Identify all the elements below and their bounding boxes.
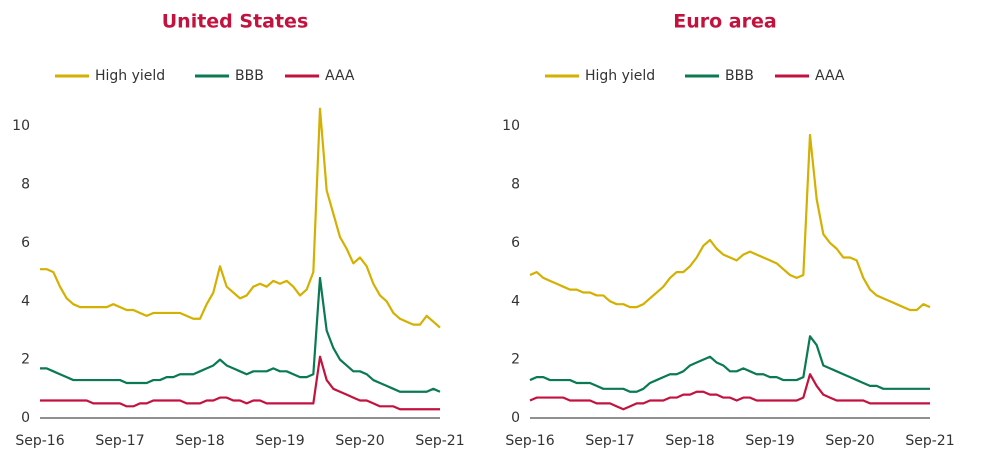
y-tick-label: 4 <box>21 293 30 309</box>
series-line <box>40 276 441 393</box>
y-tick-label: 0 <box>511 410 520 426</box>
chart-title: Euro area <box>673 11 776 33</box>
legend-label: AAA <box>325 68 355 84</box>
x-tick-label: Sep-21 <box>415 433 464 449</box>
y-tick-label: 6 <box>21 235 30 251</box>
series-line <box>529 133 931 312</box>
series-line <box>40 107 441 329</box>
series-line <box>40 355 440 411</box>
y-tick-label: 2 <box>21 352 30 368</box>
x-tick-label: Sep-19 <box>255 433 304 449</box>
legend-label: AAA <box>815 68 845 84</box>
y-tick-label: 0 <box>21 410 30 426</box>
y-tick-label: 2 <box>511 352 520 368</box>
x-tick-label: Sep-20 <box>335 433 384 449</box>
series-line <box>529 373 930 411</box>
legend-label: BBB <box>725 68 754 84</box>
x-tick-label: Sep-18 <box>175 433 224 449</box>
x-tick-label: Sep-20 <box>825 433 874 449</box>
legend-label: High yield <box>585 68 655 84</box>
x-tick-label: Sep-19 <box>745 433 794 449</box>
x-tick-label: Sep-16 <box>15 433 64 449</box>
x-tick-label: Sep-18 <box>665 433 714 449</box>
series-line <box>529 335 930 393</box>
chart-title: United States <box>162 11 309 33</box>
y-tick-label: 4 <box>511 293 520 309</box>
y-tick-label: 10 <box>12 118 30 134</box>
x-tick-label: Sep-16 <box>505 433 554 449</box>
y-tick-label: 8 <box>511 177 520 193</box>
y-tick-label: 8 <box>21 177 30 193</box>
y-tick-label: 10 <box>502 118 520 134</box>
x-tick-label: Sep-17 <box>95 433 144 449</box>
x-tick-label: Sep-17 <box>585 433 634 449</box>
x-tick-label: Sep-21 <box>905 433 954 449</box>
legend-label: BBB <box>235 68 264 84</box>
legend-label: High yield <box>95 68 165 84</box>
y-tick-label: 6 <box>511 235 520 251</box>
